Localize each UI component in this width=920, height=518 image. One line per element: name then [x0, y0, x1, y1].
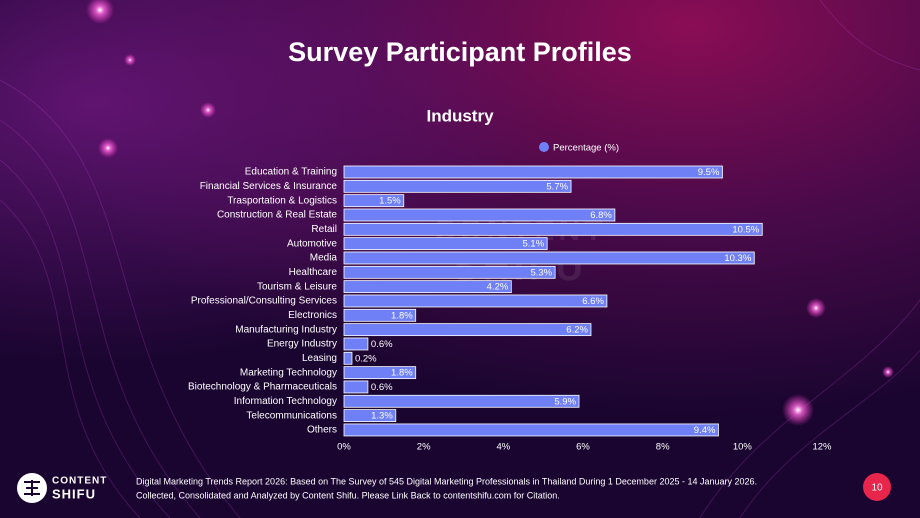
x-tick-label: 6% — [576, 442, 590, 453]
bar — [343, 351, 353, 365]
y-tick-label: Energy Industry — [267, 339, 337, 350]
value-label: 10.5% — [732, 224, 759, 235]
logo-glyph — [24, 480, 40, 496]
y-tick-label: Trasportation & Logistics — [227, 195, 337, 206]
page-number: 10 — [871, 483, 883, 494]
bar — [343, 222, 763, 236]
footnote: Collected, Consolidated and Analyzed by … — [136, 490, 560, 500]
value-label: 10.3% — [724, 253, 751, 264]
value-label: 5.1% — [522, 239, 544, 250]
page-badge — [863, 473, 891, 501]
bar — [343, 208, 616, 222]
y-tick-label: Others — [307, 425, 337, 436]
bar — [343, 194, 405, 208]
logo-text: SHIFU — [52, 486, 96, 501]
bar — [343, 165, 723, 179]
value-label: 5.9% — [554, 396, 576, 407]
bar — [343, 237, 548, 251]
y-tick-label: Construction & Real Estate — [217, 210, 337, 221]
value-label: 0.2% — [355, 353, 377, 364]
bar — [343, 265, 556, 279]
logo: CONTENT SHIFU — [17, 473, 107, 503]
y-tick-label: Education & Training — [245, 167, 337, 178]
value-label: 1.5% — [379, 196, 401, 207]
y-tick-label: Retail — [311, 224, 337, 235]
value-label: 6.8% — [590, 210, 612, 221]
bar — [343, 423, 719, 437]
bar — [343, 409, 397, 423]
value-label: 6.2% — [566, 325, 588, 336]
value-label: 0.6% — [371, 339, 393, 350]
legend-label: Percentage (%) — [553, 143, 619, 154]
legend-swatch — [539, 142, 549, 152]
bar — [343, 366, 417, 380]
value-label: 4.2% — [487, 282, 509, 293]
bar — [343, 337, 369, 351]
bar — [343, 380, 369, 394]
value-label: 1.8% — [391, 310, 413, 321]
y-tick-label: Tourism & Leisure — [257, 281, 337, 292]
bar — [343, 179, 572, 193]
decor-glows — [86, 0, 894, 426]
bar — [343, 251, 755, 265]
plot: Percentage (%) 0% 2% 4% 6% 8% 10% 12% Education … — [188, 142, 832, 453]
bar — [343, 280, 512, 294]
bar — [343, 294, 608, 308]
bar — [343, 394, 580, 408]
y-tick-label: Financial Services & Insurance — [200, 181, 338, 192]
x-tick-label: 0% — [337, 442, 351, 453]
value-label: 9.4% — [694, 425, 716, 436]
value-label: 1.3% — [371, 411, 393, 422]
bar — [343, 323, 592, 337]
slide-title: Survey Participant Profiles — [288, 37, 632, 67]
value-label: 6.6% — [582, 296, 604, 307]
y-tick-label: Electronics — [288, 310, 337, 321]
y-tick-label: Telecommunications — [246, 410, 337, 421]
y-tick-label: Biotechnology & Pharmaceuticals — [188, 382, 337, 393]
value-label: 5.3% — [530, 267, 552, 278]
x-tick-label: 4% — [496, 442, 510, 453]
chart-title: Industry — [426, 106, 494, 125]
x-tick-label: 10% — [733, 442, 753, 453]
x-tick-label: 2% — [417, 442, 431, 453]
y-tick-label: Marketing Technology — [240, 367, 337, 378]
y-tick-label: Automotive — [287, 238, 337, 249]
value-label: 9.5% — [698, 167, 720, 178]
y-tick-label: Healthcare — [289, 267, 338, 278]
value-label: 0.6% — [371, 382, 393, 393]
y-tick-label: Professional/Consulting Services — [191, 296, 337, 307]
x-tick-label: 8% — [656, 442, 670, 453]
logo-text: CONTENT — [52, 476, 107, 487]
footnote: Digital Marketing Trends Report 2026: Ba… — [136, 476, 757, 486]
value-label: 5.7% — [546, 181, 568, 192]
y-tick-label: Manufacturing Industry — [235, 324, 337, 335]
bar — [343, 308, 417, 322]
x-tick-label: 12% — [812, 442, 832, 453]
y-tick-label: Media — [310, 253, 338, 264]
y-tick-label: Leasing — [302, 353, 337, 364]
y-tick-label: Information Technology — [234, 396, 337, 407]
value-label: 1.8% — [391, 368, 413, 379]
